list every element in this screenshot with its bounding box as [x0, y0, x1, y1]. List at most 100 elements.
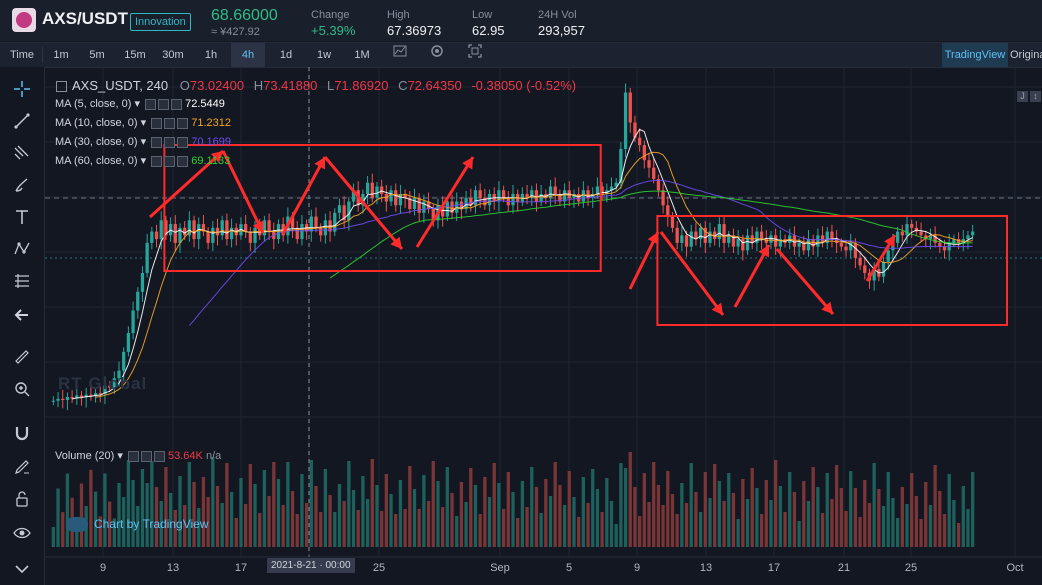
candle-body	[89, 394, 93, 397]
candle-body	[408, 197, 412, 210]
candle-body	[131, 310, 135, 334]
pattern-icon[interactable]	[0, 235, 44, 263]
volume-bar	[802, 481, 806, 547]
tradingview-logo-icon	[66, 517, 88, 533]
volume-bar	[652, 462, 656, 547]
x-tick-label: 5	[566, 562, 572, 574]
interval-1M[interactable]: 1M	[354, 49, 370, 61]
candle-body	[154, 231, 159, 240]
volume-bar	[577, 517, 581, 547]
settings-icon[interactable]	[420, 43, 454, 67]
ma5-legend[interactable]: MA (5, close, 0) ▾ 72.5449	[55, 98, 225, 110]
text-icon[interactable]	[0, 203, 44, 231]
candle-body	[886, 250, 890, 262]
interval-1w[interactable]: 1w	[316, 49, 332, 61]
candle-body	[558, 194, 562, 202]
candle-body	[849, 242, 853, 251]
interval-1m[interactable]: 1m	[53, 49, 69, 61]
price-chart[interactable]: 913172125Sep5913172125Oct	[45, 67, 1042, 585]
volume-bar	[309, 460, 313, 547]
candle-body	[206, 231, 210, 243]
collapse-icon[interactable]	[0, 555, 44, 583]
ruler-icon[interactable]	[0, 343, 44, 371]
legend-collapse-icon[interactable]	[56, 81, 67, 93]
back-arrow-icon[interactable]	[0, 301, 44, 329]
candle-body	[426, 201, 431, 210]
magnet-icon[interactable]	[0, 419, 44, 447]
volume-bar	[562, 505, 567, 547]
candle-body	[93, 393, 98, 397]
volume-bar	[684, 503, 689, 547]
volume-bar	[473, 485, 478, 547]
volume-bar	[234, 518, 238, 547]
candle-body	[755, 231, 759, 243]
crosshair-icon[interactable]	[0, 75, 44, 103]
ma30-value: 70.1699	[191, 136, 232, 148]
candle-body	[708, 231, 712, 243]
lock-drawing-icon[interactable]	[0, 453, 44, 481]
trend-line-icon[interactable]	[0, 107, 44, 135]
volume-bar	[839, 488, 843, 547]
candle-body	[290, 216, 295, 228]
interval-1h[interactable]: 1h	[204, 49, 218, 61]
volume-bar	[788, 472, 792, 547]
volume-bar	[295, 514, 299, 547]
zigzag-arrow-head	[758, 245, 769, 258]
volume-bar	[713, 464, 717, 547]
brush-icon[interactable]	[0, 171, 44, 199]
candle-body	[694, 231, 698, 240]
candle-body	[459, 201, 464, 210]
original-button[interactable]: Original	[1010, 49, 1042, 61]
candle-body	[891, 242, 895, 251]
volume-bar	[736, 519, 740, 547]
volume-bar	[441, 507, 445, 547]
scale-mode-icon[interactable]: J	[1017, 91, 1028, 102]
candle-body	[497, 190, 501, 202]
fib-icon[interactable]	[0, 267, 44, 295]
eye-icon[interactable]	[0, 519, 44, 547]
interval-15m[interactable]: 15m	[124, 49, 146, 61]
pair-title[interactable]: AXS/USDT	[42, 9, 128, 28]
volume-bar	[759, 514, 764, 547]
pitchfork-icon[interactable]	[0, 139, 44, 167]
interval-4h[interactable]: 4h	[231, 43, 265, 67]
candle-body	[614, 182, 618, 187]
ma30-legend[interactable]: MA (30, close, 0) ▾ 70.1699	[55, 136, 232, 148]
volume-legend[interactable]: Volume (20) ▾ 53.64K n/a	[55, 450, 222, 462]
fullscreen-icon[interactable]	[458, 43, 492, 67]
volume-na: n/a	[205, 450, 222, 462]
interval-time[interactable]: Time	[9, 49, 35, 61]
volume-bar	[722, 501, 726, 547]
scale-log-icon[interactable]: ↕	[1030, 91, 1041, 102]
volume-bar	[201, 477, 206, 547]
volume-bar	[637, 516, 642, 547]
volume-bar	[126, 460, 131, 547]
volume-bar	[539, 513, 543, 547]
volume-bar	[361, 476, 365, 547]
candle-body	[642, 145, 646, 161]
volume-bar	[206, 497, 210, 547]
candle-body	[830, 231, 834, 240]
volume-bar	[783, 512, 787, 547]
candle-body	[816, 235, 820, 247]
candle-body	[159, 220, 163, 240]
tradingview-button[interactable]: TradingView	[942, 43, 1008, 67]
volume-bar	[506, 472, 510, 547]
interval-1d[interactable]: 1d	[279, 49, 293, 61]
candle-body	[417, 197, 421, 213]
candle-body	[792, 235, 797, 247]
candle-body	[802, 242, 806, 251]
unlock-icon[interactable]	[0, 485, 44, 513]
interval-30m[interactable]: 30m	[162, 49, 184, 61]
zigzag-arrow-head	[314, 157, 325, 170]
zoom-in-icon[interactable]	[0, 375, 44, 403]
market-header: AXS/USDT Innovation 68.66000 ≈ ¥427.92 C…	[0, 0, 1042, 41]
candle-body	[619, 148, 623, 183]
candle-type-icon[interactable]	[383, 43, 417, 67]
ma10-legend[interactable]: MA (10, close, 0) ▾ 71.2312	[55, 117, 232, 129]
tradingview-credit[interactable]: Chart by TradingView	[66, 517, 209, 533]
ma60-legend[interactable]: MA (60, close, 0) ▾ 69.1133	[55, 155, 231, 167]
volume-bar	[834, 465, 839, 547]
interval-5m[interactable]: 5m	[89, 49, 105, 61]
volume-bar	[797, 521, 801, 547]
